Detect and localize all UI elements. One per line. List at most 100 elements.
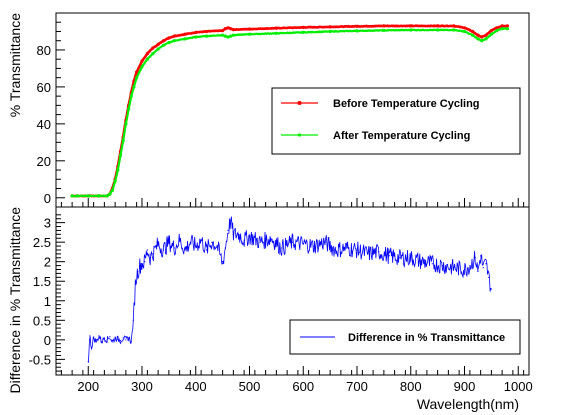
top-y-tick-label: 20 [37,154,51,169]
data-point-difference [482,267,484,269]
bottom-y-tick-label: 3 [44,216,51,231]
data-point-after [129,94,133,98]
data-point-after [436,28,440,32]
data-point-after [183,37,187,41]
x-tick-label: 400 [185,379,207,394]
data-point-difference [410,257,412,259]
legend-label-after: After Temperature Cycling [333,130,470,142]
data-point-after [145,57,149,61]
data-point-before [462,26,467,30]
top-legend: Before Temperature Cycling After Tempera… [271,87,521,155]
data-point-difference [216,245,218,247]
data-point-difference [144,261,146,263]
x-tick-label: 200 [77,379,99,394]
data-point-difference [259,241,261,243]
bottom-y-axis-title: Difference in % Transmittance [7,207,23,394]
data-point-difference [248,235,251,237]
top-y-axis: 0 20 40 60 80 [37,21,65,206]
data-point-before [151,46,155,50]
legend-label-difference: Difference in % Transmittance [348,332,505,344]
data-point-difference [232,233,234,235]
data-point-difference [227,229,229,231]
data-point-difference [141,263,143,265]
bottom-y-tick-label: 0.5 [33,313,51,328]
data-point-before [484,33,488,37]
data-point-after [452,28,456,32]
data-point-difference [135,280,137,282]
data-point-before [495,26,499,30]
data-point-before [194,30,198,34]
data-point-difference [230,220,232,222]
data-point-difference [189,241,191,243]
data-point-difference [128,337,130,339]
data-point-after [223,34,227,38]
bottom-y-tick-label: 1.5 [33,274,51,289]
x-tick-label: 900 [454,379,476,394]
data-point-after [489,32,493,36]
data-point-before [140,59,144,63]
data-point-before [471,29,475,34]
data-point-after [495,29,499,33]
data-point-before [223,27,227,31]
x-tick-label: 600 [292,379,314,394]
data-point-after [221,33,225,37]
data-point-difference [95,341,97,343]
top-y-tick-label: 0 [44,191,51,206]
series-line-before [72,24,508,198]
data-point-before [382,24,386,28]
data-point-after [382,28,386,32]
data-point-difference [89,335,91,337]
data-point-difference [139,265,141,267]
data-point-after [75,194,80,198]
bottom-y-tick-label: 2.5 [33,235,51,250]
data-point-difference [106,339,108,341]
data-point-after [132,85,136,89]
data-point-after [70,194,74,198]
data-point-difference [117,338,119,340]
data-point-after [118,153,123,157]
data-point-after [462,29,467,34]
data-point-difference [490,288,492,290]
data-point-difference [119,340,122,342]
x-tick-label: 700 [346,379,368,394]
data-point-difference [149,257,151,259]
data-point-before [247,27,252,31]
data-point-difference [93,337,95,339]
data-point-difference [442,265,444,267]
data-point-after [161,43,166,47]
data-point-difference [132,319,134,321]
data-point-before [226,26,230,30]
data-point-after [328,29,332,34]
data-point-before [505,24,510,28]
x-axis: 200 300 400 500 600 700 800 900 1000 [60,198,533,394]
top-legend-box [271,87,521,155]
data-point-after [229,34,233,38]
data-point-difference [238,233,240,235]
data-point-difference [281,247,283,249]
x-tick-label: 800 [400,379,422,394]
data-point-before [301,25,305,29]
data-point-difference [367,253,369,255]
data-point-after [409,28,413,32]
data-point-difference [130,341,132,343]
data-point-difference [162,249,165,251]
data-point-difference [168,241,170,243]
data-point-before [161,39,166,43]
data-point-after [121,138,125,143]
data-point-after [301,30,305,34]
data-point-difference [485,263,487,265]
data-point-difference [90,347,93,349]
data-point-before [452,24,456,28]
data-point-before [221,29,225,33]
data-point-before [274,26,278,30]
data-point-difference [157,243,159,245]
bottom-series-group [87,216,492,363]
data-point-after [127,107,131,111]
data-point-difference [146,249,148,251]
data-point-before [480,35,484,39]
bottom-legend: Difference in % Transmittance [289,319,521,355]
data-point-difference [302,243,304,245]
data-point-before [500,24,504,28]
data-point-before [328,25,332,29]
data-point-after [484,37,488,41]
